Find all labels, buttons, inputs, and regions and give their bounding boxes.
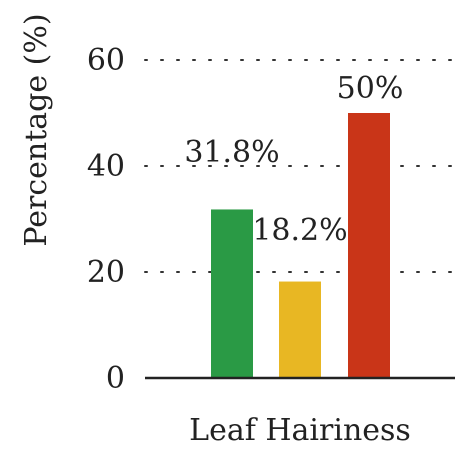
y-tick-label-60: 60 <box>87 43 125 78</box>
grid-lines <box>144 59 456 273</box>
data-label-2: 18.2% <box>252 213 347 248</box>
bar-1 <box>211 209 253 378</box>
y-tick-label-40: 40 <box>87 149 125 184</box>
bar-3 <box>348 113 390 378</box>
data-label-1: 31.8% <box>184 135 279 170</box>
bars <box>211 113 390 378</box>
x-axis-title: Leaf Hairiness <box>189 413 411 448</box>
data-label-3: 50% <box>337 71 404 106</box>
y-axis-title: Percentage (%) <box>19 13 54 246</box>
data-labels: 31.8% 18.2% 50% <box>184 71 403 248</box>
y-axis-tick-labels: 0 20 40 60 <box>87 43 125 396</box>
y-tick-label-0: 0 <box>106 361 125 396</box>
y-tick-label-20: 20 <box>87 255 125 290</box>
bar-2 <box>279 281 321 378</box>
